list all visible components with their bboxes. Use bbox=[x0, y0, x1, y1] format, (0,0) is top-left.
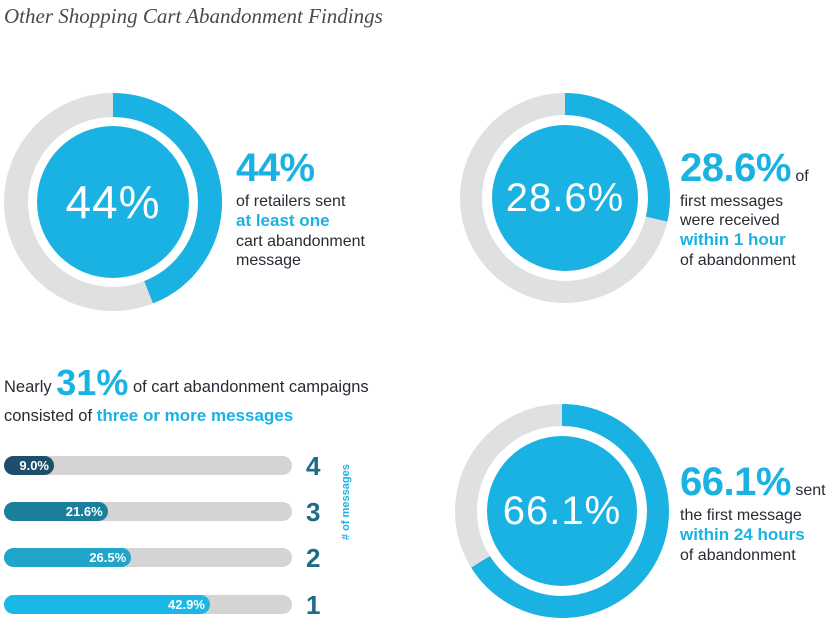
bars-intro-text2: consisted of bbox=[4, 407, 93, 425]
stat-first-day-highlight: within 24 hours bbox=[680, 525, 805, 545]
bar-category-2: 2 bbox=[306, 543, 321, 573]
bars-intro: Nearly 31% of cart abandonment campaigns… bbox=[4, 360, 369, 427]
donut-first-day-value: 66.1% bbox=[502, 488, 622, 533]
bar-3: 21.6% bbox=[4, 502, 108, 521]
bar-label-3: 21.6% bbox=[65, 504, 103, 519]
donut-retailers-svg bbox=[4, 93, 222, 311]
stat-first-day-suffix: sent bbox=[795, 482, 826, 499]
donut-value-arc bbox=[4, 93, 222, 311]
bars-intro-prefix: Nearly bbox=[4, 378, 52, 396]
bar-category-1: 1 bbox=[306, 590, 321, 620]
stat-first-hour-line2: were received bbox=[680, 212, 780, 230]
stat-first-hour-line1: first messages bbox=[680, 193, 784, 210]
bar-1: 42.9% bbox=[4, 595, 210, 614]
bar-category-3: 3 bbox=[306, 497, 321, 527]
donut-first-hour-value: 28.6% bbox=[505, 175, 625, 220]
bar-4: 9.0% bbox=[4, 456, 54, 475]
bars-intro-highlight: three or more messages bbox=[96, 406, 294, 425]
stat-first-day-line3: of abandonment bbox=[680, 546, 796, 564]
donut-retailers: 44% bbox=[4, 93, 222, 311]
bar-label-4: 9.0% bbox=[19, 458, 49, 473]
stat-first-day: 66.1% sent the first message within 24 h… bbox=[680, 458, 826, 565]
donut-first-day: 66.1% bbox=[455, 404, 669, 618]
stat-first-day-line1: the first message bbox=[680, 507, 802, 524]
stat-first-hour: 28.6% of first messages were received wi… bbox=[680, 144, 809, 270]
bar-label-1: 42.9% bbox=[168, 597, 205, 612]
donut-first-hour: 28.6% bbox=[460, 93, 670, 303]
bars-intro-big: 31% bbox=[56, 362, 129, 403]
stat-first-hour-line4: of abandonment bbox=[680, 251, 796, 269]
bar-track-4: 9.0% bbox=[4, 456, 292, 475]
bars-intro-text1: of cart abandonment campaigns bbox=[132, 378, 369, 396]
stat-first-day-big: 66.1% bbox=[680, 460, 791, 504]
stat-first-hour-suffix: of bbox=[795, 168, 809, 185]
donut-retailers-value: 44% bbox=[65, 176, 161, 228]
axis-label-messages: # of messages bbox=[340, 464, 352, 540]
donut-first-day-svg bbox=[455, 404, 669, 618]
bar-category-4: 4 bbox=[306, 451, 321, 481]
stat-retailers-line4: message bbox=[236, 251, 301, 269]
donut-center-disc bbox=[487, 436, 637, 586]
bar-track-3: 21.6% bbox=[4, 502, 292, 521]
donut-center-disc bbox=[492, 125, 638, 271]
donut-center-disc bbox=[37, 126, 189, 278]
donut-value-arc bbox=[460, 93, 670, 303]
stat-retailers-highlight: at least one bbox=[236, 211, 330, 231]
stat-retailers: 44% of retailers sent at least one cart … bbox=[236, 144, 365, 270]
bar-track-1: 42.9% bbox=[4, 595, 292, 614]
bar-2: 26.5% bbox=[4, 548, 132, 567]
stat-retailers-line1: of retailers sent bbox=[236, 193, 346, 210]
bar-track-2: 26.5% bbox=[4, 548, 292, 567]
stat-retailers-line3: cart abandonment bbox=[236, 232, 365, 250]
page-title: Other Shopping Cart Abandonment Findings bbox=[4, 4, 383, 28]
bar-label-2: 26.5% bbox=[89, 550, 127, 565]
stat-first-hour-big: 28.6% bbox=[680, 146, 791, 190]
stat-first-hour-highlight: within 1 hour bbox=[680, 230, 786, 250]
donut-value-arc bbox=[455, 404, 669, 618]
donut-first-hour-svg bbox=[460, 93, 670, 303]
stat-retailers-big: 44% bbox=[236, 146, 315, 190]
